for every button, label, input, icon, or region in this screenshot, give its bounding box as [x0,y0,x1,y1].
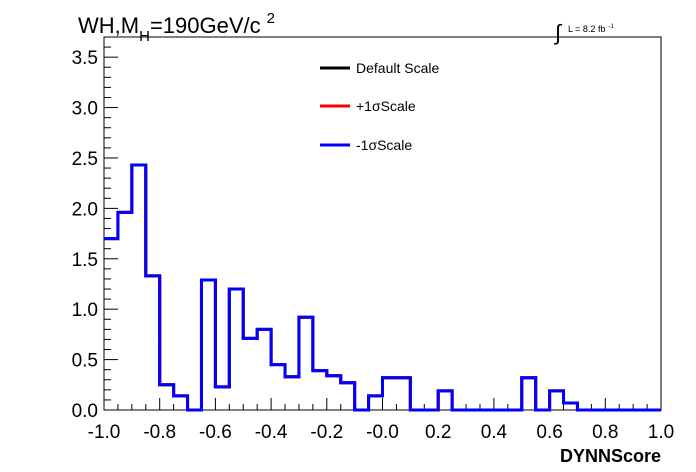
legend: Default Scale +1σScale -1σScale [320,60,439,153]
x-tick-label: -0.4 [255,422,288,443]
x-tick-label: -0.6 [199,422,232,443]
x-axis-title: DYNNScore [560,446,661,466]
x-tick-label: 0.4 [481,422,508,443]
lumi-label: L = 8.2 fb -1 [568,24,614,34]
legend-label-plus1sigma: +1σScale [356,98,416,114]
y-tick-label: 0.5 [72,351,98,372]
y-tick-label: 3.5 [72,48,98,69]
x-tick-label: -0.2 [310,422,343,443]
histogram-default-scale [104,163,661,412]
y-tick-label: 2.0 [72,199,98,220]
chart-title: WH,MH=190GeV/c 2 [78,10,275,45]
histogram-minus1sigma-scale [104,163,661,412]
y-tick-label: 3.0 [72,99,98,120]
legend-label-default: Default Scale [356,60,439,76]
y-tick-label: 1.5 [72,250,98,271]
y-tick-label: 2.5 [72,149,98,170]
chart-title-rest: =190GeV/c [150,13,261,38]
histogram-plus1sigma-scale [104,163,661,412]
x-tick-label: 0.8 [592,422,618,443]
lumi-integral-sign: ∫ [553,20,563,45]
y-tick-label: 0.0 [72,401,98,422]
chart-title-superscript: 2 [267,10,275,27]
x-tick-label: -0.8 [143,422,176,443]
plot-area: 0.0 0.5 1.0 1.5 2.0 2.5 3.0 3.5 -1.0 -0.8 -0.6 -0.4… [72,36,674,443]
lumi-label-text: L = 8.2 fb [568,24,605,34]
x-tick-label: 1.0 [648,422,674,443]
x-tick-label: -0.0 [366,422,399,443]
legend-label-minus1sigma: -1σScale [356,137,412,153]
y-tick-label: 1.0 [72,300,98,321]
x-tick-label: 0.2 [425,422,451,443]
x-tick-label: 0.6 [536,422,562,443]
chart-title-main: WH,M [78,13,139,38]
x-tick-label: -1.0 [88,422,121,443]
plot-frame [103,36,662,411]
lumi-label-superscript: -1 [608,24,614,30]
